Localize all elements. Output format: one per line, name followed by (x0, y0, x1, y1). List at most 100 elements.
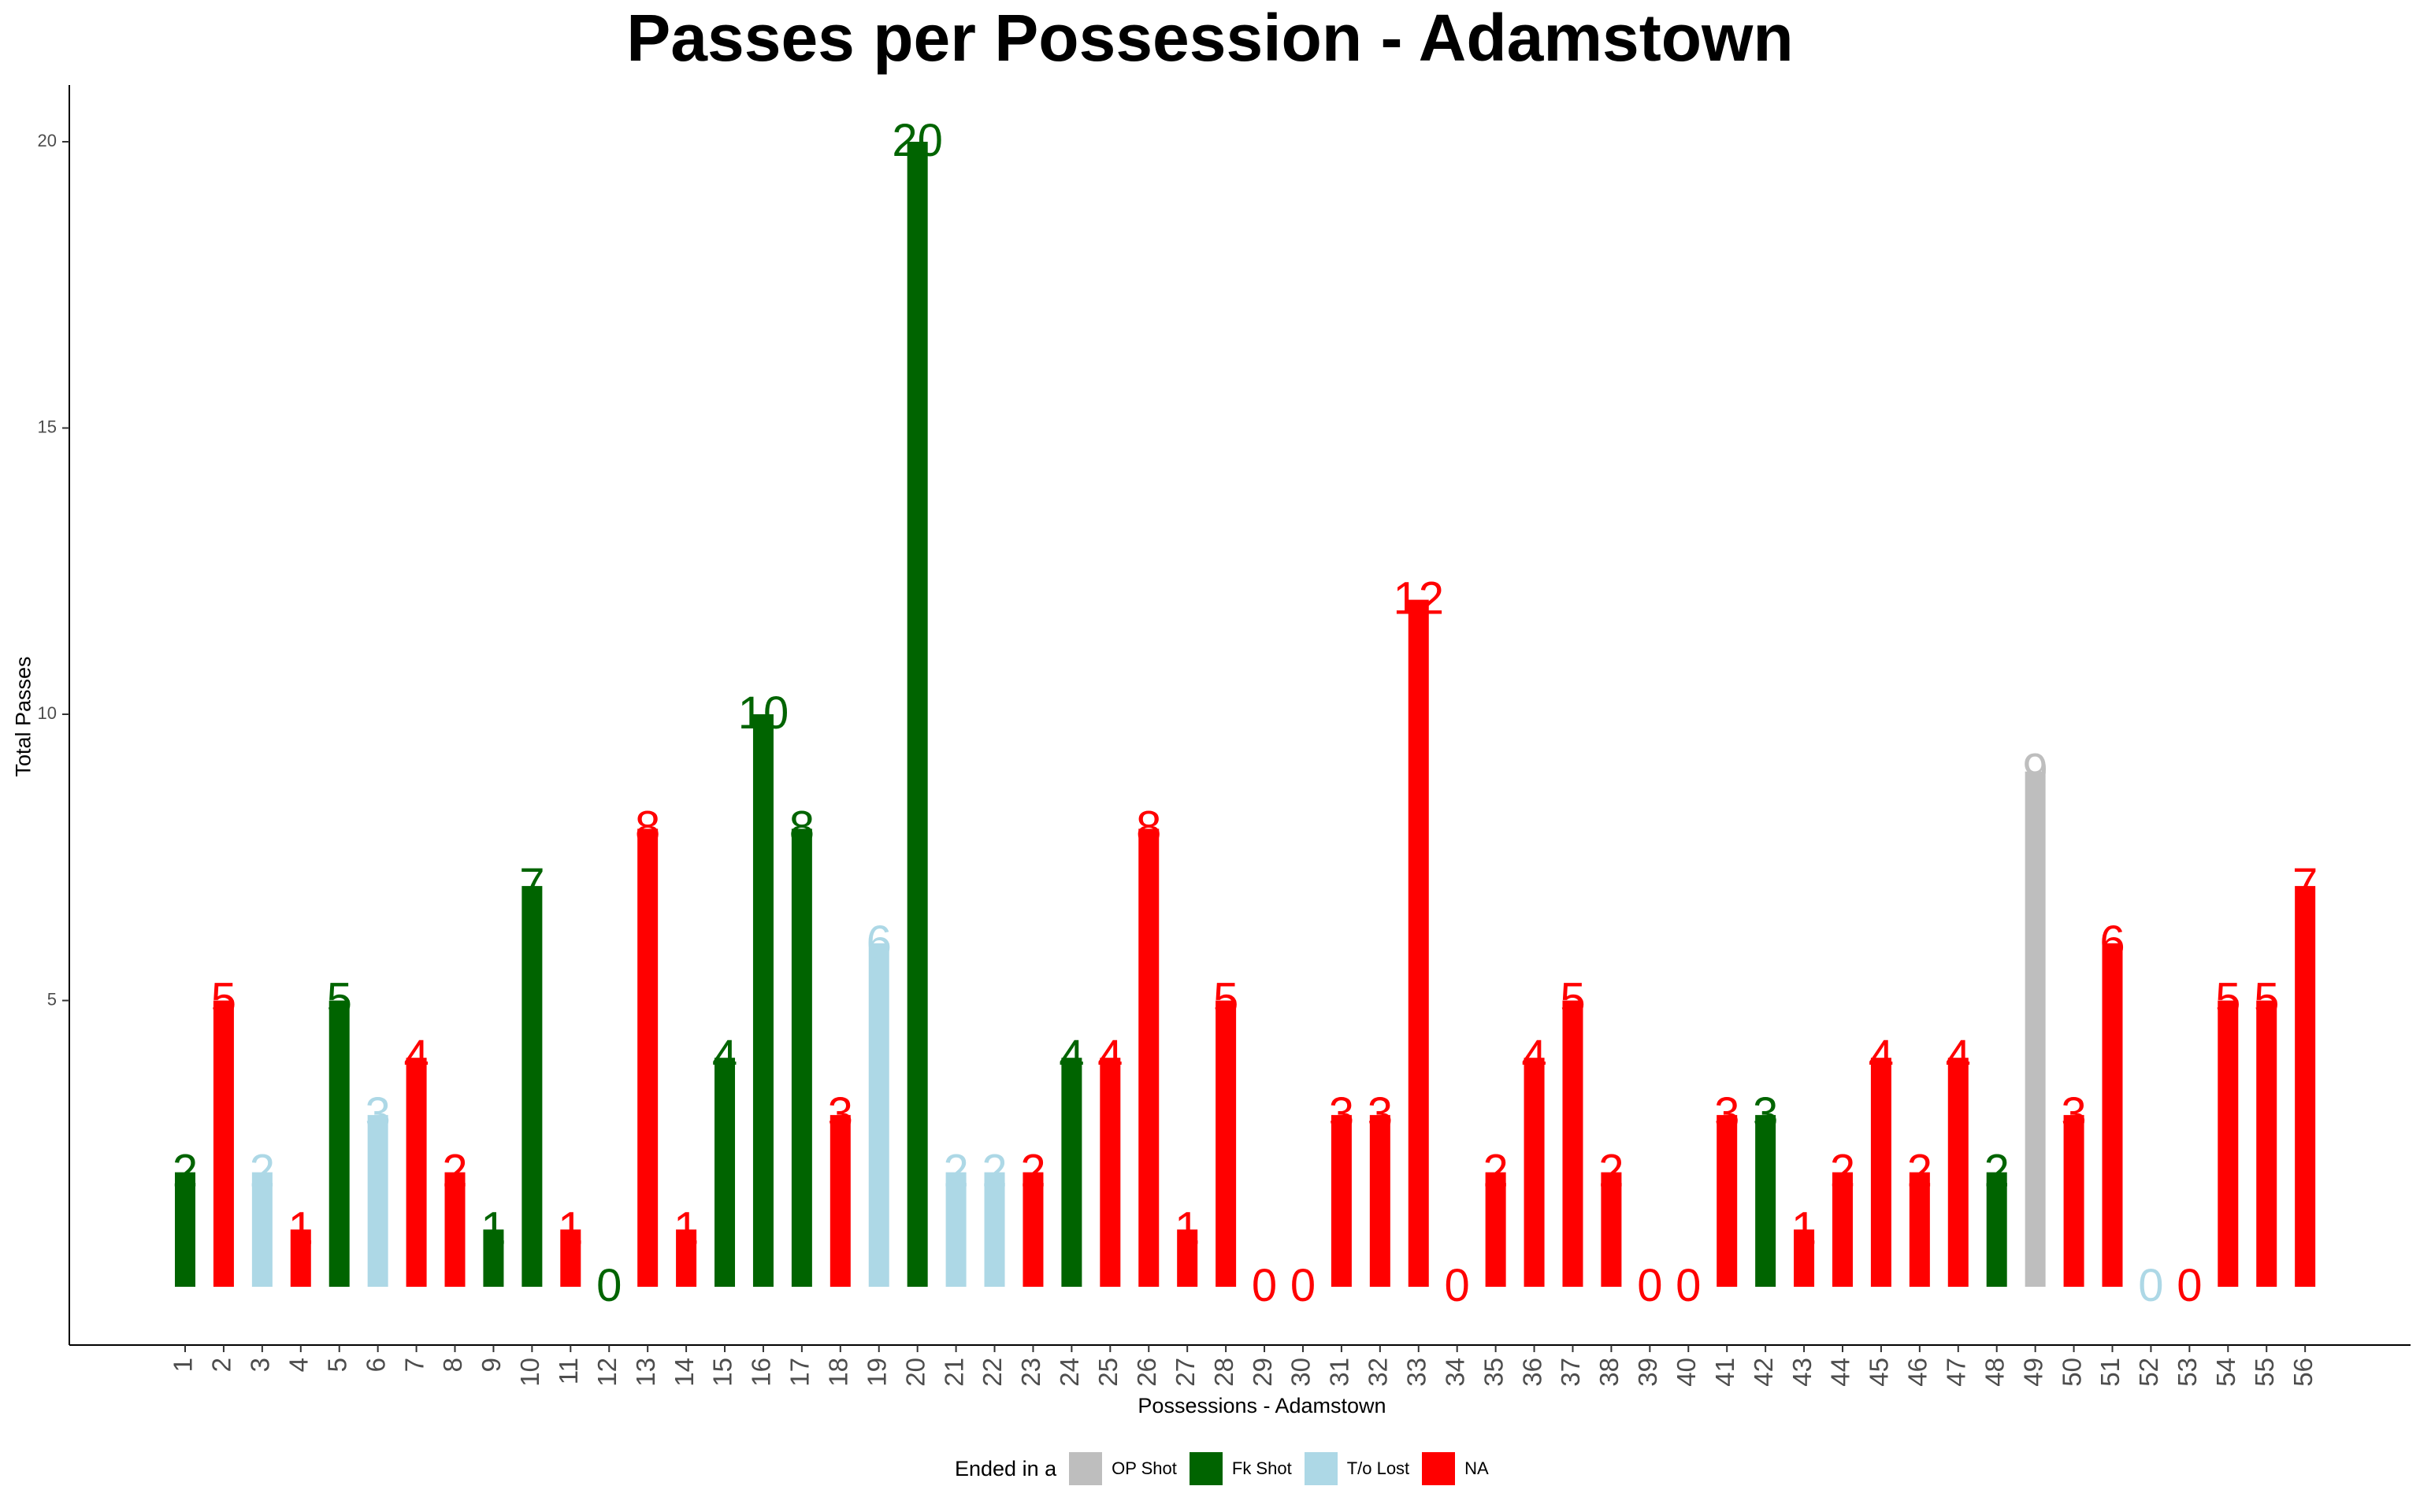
x-tick-label: 55 (2250, 1358, 2279, 1387)
bar (1177, 1229, 1198, 1287)
bar (406, 1058, 427, 1287)
data-label: 3 (1753, 1088, 1778, 1140)
bars (175, 142, 2316, 1287)
data-label: 8 (789, 802, 815, 853)
x-tick-label: 4 (284, 1358, 314, 1372)
bar (2063, 1114, 2084, 1287)
data-label: 2 (1830, 1146, 1855, 1197)
bar (1369, 1114, 1390, 1287)
bar (1832, 1172, 1853, 1287)
x-tick-label: 1 (169, 1358, 198, 1372)
x-tick-label: 38 (1594, 1358, 1624, 1387)
x-axis-label: Possessions - Adamstown (1138, 1394, 1386, 1418)
x-tick-label: 19 (862, 1358, 891, 1387)
x-tick-label: 44 (1826, 1358, 1855, 1387)
bar (830, 1114, 851, 1287)
y-tick-label: 20 (38, 131, 57, 150)
data-label: 2 (442, 1146, 467, 1197)
bar (1562, 1000, 1583, 1287)
bar (868, 943, 889, 1287)
data-label: 4 (1059, 1031, 1084, 1082)
x-tick-label: 26 (1132, 1358, 1161, 1387)
x-tick-label: 37 (1556, 1358, 1585, 1387)
data-label: 8 (1136, 802, 1161, 853)
x-tick-label: 8 (438, 1358, 467, 1372)
data-label: 2 (250, 1146, 275, 1197)
bar (1947, 1058, 1969, 1287)
data-label: 1 (481, 1203, 506, 1254)
data-label: 2 (1984, 1146, 2010, 1197)
bar (1794, 1229, 1815, 1287)
bar (2025, 771, 2046, 1287)
x-tick-label: 20 (900, 1358, 930, 1387)
bar (1524, 1058, 1545, 1287)
bar (1485, 1172, 1506, 1287)
x-tick-label: 43 (1787, 1358, 1817, 1387)
data-label: 5 (211, 974, 236, 1025)
x-tick-label: 39 (1633, 1358, 1662, 1387)
data-label: 9 (2023, 745, 2048, 796)
x-tick-label: 9 (477, 1358, 506, 1372)
bar (483, 1229, 504, 1287)
bar (791, 828, 812, 1287)
data-label: 7 (2292, 859, 2318, 910)
data-label: 3 (366, 1088, 391, 1140)
data-label: 0 (2177, 1260, 2202, 1311)
data-label: 0 (1637, 1260, 1662, 1311)
bar (1601, 1172, 1622, 1287)
data-label: 8 (635, 802, 660, 853)
x-tick-label: 6 (361, 1358, 390, 1372)
data-label: 0 (1445, 1260, 1470, 1311)
x-tick-label: 12 (592, 1358, 622, 1387)
x-tick-label: 21 (939, 1358, 968, 1387)
bar (752, 714, 774, 1287)
x-tick-label: 54 (2211, 1358, 2240, 1387)
data-label: 0 (2138, 1260, 2163, 1311)
data-label: 2 (1907, 1146, 1932, 1197)
data-label: 20 (892, 115, 943, 166)
y-axis-label: Total Passes (11, 656, 35, 777)
x-tick-label: 11 (554, 1358, 583, 1384)
data-label: 3 (828, 1088, 853, 1140)
bar (907, 142, 928, 1287)
data-label: 5 (2215, 974, 2240, 1025)
data-label: 0 (1676, 1260, 1701, 1311)
legend-key-fk-shot (1189, 1452, 1223, 1485)
x-tick-label: 46 (1903, 1358, 1932, 1387)
data-label: 6 (2099, 917, 2125, 968)
bar (444, 1172, 466, 1287)
x-tick-label: 27 (1171, 1358, 1200, 1387)
data-label: 2 (1598, 1146, 1624, 1197)
x-tick-label: 52 (2134, 1358, 2163, 1387)
x-tick-label: 34 (1440, 1358, 1469, 1387)
data-label: 7 (519, 859, 544, 910)
bar (714, 1058, 736, 1287)
x-tick-label: 7 (399, 1358, 429, 1372)
bar (1755, 1114, 1776, 1287)
x-tick-labels: 1 2 3 4 5 6 7 8 9 10 11 12 13 14 15 16 17 18 19 20 21 22 23 24 2… (169, 1358, 2318, 1387)
data-label: 6 (867, 917, 892, 968)
bar (1717, 1114, 1738, 1287)
legend-label-to-lost: T/o Lost (1346, 1458, 1410, 1478)
data-label: 2 (1483, 1146, 1508, 1197)
x-tick-label: 33 (1401, 1358, 1431, 1387)
x-tick-label: 51 (2095, 1358, 2125, 1387)
data-label: 10 (738, 687, 789, 739)
data-label: 4 (712, 1031, 737, 1082)
bar (213, 1000, 234, 1287)
legend-key-op-shot (1069, 1452, 1103, 1485)
bar (175, 1172, 195, 1287)
bar (328, 1000, 350, 1287)
bar (251, 1172, 273, 1287)
data-label: 4 (1521, 1031, 1546, 1082)
x-tick-label: 22 (978, 1358, 1007, 1387)
x-tick-label: 50 (2057, 1358, 2086, 1387)
data-label: 0 (596, 1260, 622, 1311)
x-tick-label: 29 (1248, 1358, 1277, 1387)
legend: Ended in a OP Shot Fk Shot T/o Lost NA (955, 1452, 1501, 1485)
x-tick-label: 5 (322, 1358, 351, 1372)
data-label: 12 (1394, 573, 1445, 624)
data-label: 4 (1869, 1031, 1894, 1082)
x-tick-label: 28 (1209, 1358, 1238, 1387)
